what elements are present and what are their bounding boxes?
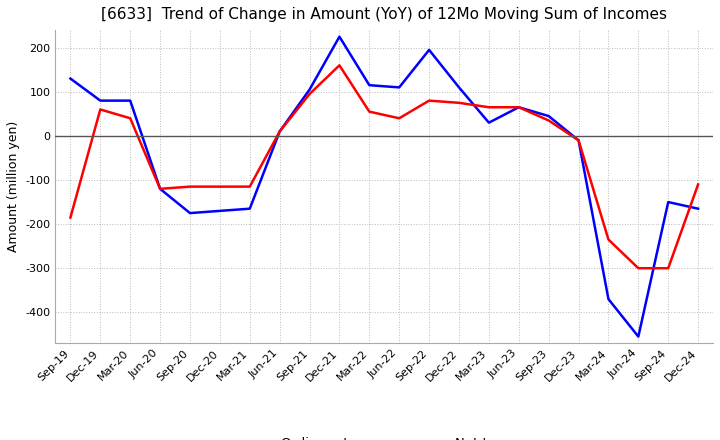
- Ordinary Income: [186, 210, 194, 216]
- Ordinary Income: [485, 120, 493, 125]
- Net Income: [664, 266, 672, 271]
- Ordinary Income: [275, 129, 284, 134]
- Ordinary Income: [604, 297, 613, 302]
- Ordinary Income: [395, 85, 403, 90]
- Line: Net Income: Net Income: [71, 65, 698, 268]
- Line: Ordinary Income: Ordinary Income: [71, 37, 698, 337]
- Net Income: [365, 109, 374, 114]
- Title: [6633]  Trend of Change in Amount (YoY) of 12Mo Moving Sum of Incomes: [6633] Trend of Change in Amount (YoY) o…: [102, 7, 667, 22]
- Net Income: [425, 98, 433, 103]
- Ordinary Income: [515, 105, 523, 110]
- Net Income: [246, 184, 254, 189]
- Net Income: [96, 107, 104, 112]
- Ordinary Income: [335, 34, 343, 39]
- Net Income: [485, 105, 493, 110]
- Ordinary Income: [664, 199, 672, 205]
- Legend: Ordinary Income, Net Income: Ordinary Income, Net Income: [232, 432, 536, 440]
- Ordinary Income: [544, 114, 553, 119]
- Net Income: [335, 62, 343, 68]
- Net Income: [575, 138, 583, 143]
- Net Income: [694, 182, 703, 187]
- Net Income: [634, 266, 643, 271]
- Net Income: [215, 184, 224, 189]
- Ordinary Income: [246, 206, 254, 211]
- Ordinary Income: [96, 98, 104, 103]
- Y-axis label: Amount (million yen): Amount (million yen): [7, 121, 20, 252]
- Ordinary Income: [66, 76, 75, 81]
- Net Income: [604, 237, 613, 242]
- Net Income: [395, 116, 403, 121]
- Ordinary Income: [156, 186, 164, 191]
- Ordinary Income: [305, 87, 314, 92]
- Net Income: [186, 184, 194, 189]
- Net Income: [156, 186, 164, 191]
- Ordinary Income: [126, 98, 135, 103]
- Ordinary Income: [215, 208, 224, 213]
- Net Income: [66, 215, 75, 220]
- Ordinary Income: [575, 138, 583, 143]
- Ordinary Income: [634, 334, 643, 339]
- Net Income: [544, 118, 553, 123]
- Ordinary Income: [365, 83, 374, 88]
- Ordinary Income: [454, 85, 463, 90]
- Net Income: [275, 129, 284, 134]
- Net Income: [305, 92, 314, 97]
- Net Income: [126, 116, 135, 121]
- Ordinary Income: [425, 47, 433, 52]
- Net Income: [515, 105, 523, 110]
- Ordinary Income: [694, 206, 703, 211]
- Net Income: [454, 100, 463, 106]
